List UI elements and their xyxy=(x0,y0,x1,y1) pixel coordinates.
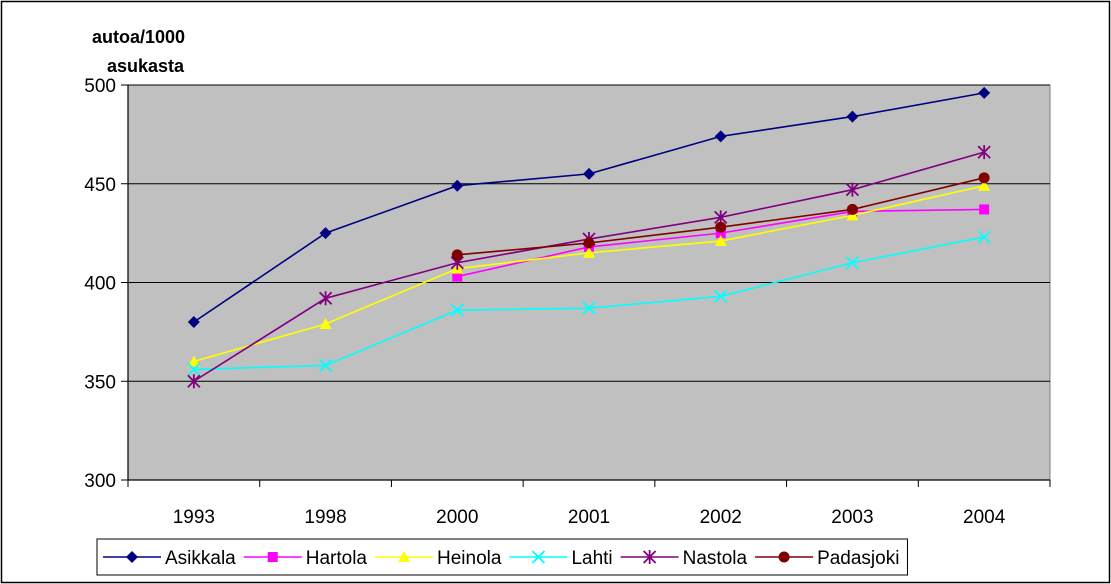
series-heinola xyxy=(187,179,991,367)
data-point xyxy=(318,291,333,306)
legend-item-hartola: Hartola xyxy=(243,548,368,569)
series-padasjoki xyxy=(451,172,990,261)
legend-item-padasjoki: Padasjoki xyxy=(755,548,899,569)
series-lahti xyxy=(187,230,991,377)
x-tick-label: 2001 xyxy=(568,507,610,528)
data-point xyxy=(978,86,991,99)
y-tick-label: 400 xyxy=(84,274,116,295)
data-point xyxy=(451,179,464,192)
data-point xyxy=(845,182,860,197)
data-point xyxy=(714,289,728,303)
x-tick-label: 1998 xyxy=(304,507,346,528)
data-point xyxy=(977,145,991,160)
legend-marker xyxy=(126,551,138,563)
data-point xyxy=(582,301,596,315)
legend-marker xyxy=(778,551,790,563)
data-point xyxy=(187,316,200,328)
legend-label: Lahti xyxy=(571,548,612,569)
data-point xyxy=(187,362,201,377)
y-axis-title-line-2: asukasta xyxy=(107,56,185,76)
data-point xyxy=(978,179,991,191)
data-point xyxy=(451,249,463,261)
y-tick-label: 500 xyxy=(84,76,116,97)
data-point xyxy=(583,167,595,180)
axes: 300 350 400 450 500 1993 1998 2000 2001 2002 2003 2… xyxy=(84,76,1051,528)
data-point xyxy=(714,235,727,247)
data-point xyxy=(845,256,860,270)
x-tick-label: 2002 xyxy=(700,507,742,528)
series-group xyxy=(187,86,991,389)
data-point xyxy=(977,230,991,244)
y-tick-label: 350 xyxy=(84,372,116,393)
legend-marker xyxy=(643,550,657,564)
x-tick-label: 2004 xyxy=(963,507,1006,528)
x-tick-label: 2003 xyxy=(831,507,873,528)
series-asikkala xyxy=(187,86,991,328)
legend-marker xyxy=(267,552,278,562)
legend-label: Hartola xyxy=(306,548,368,569)
y-axis-title-line-1: autoa/1000 xyxy=(92,27,185,47)
y-tick-label: 450 xyxy=(84,175,116,196)
data-point xyxy=(187,355,200,367)
y-tick-label: 300 xyxy=(84,471,116,492)
legend-label: Padasjoki xyxy=(817,548,899,569)
data-point xyxy=(319,317,332,329)
data-point xyxy=(979,204,990,215)
legend-item-lahti: Lahti xyxy=(509,548,613,569)
data-point xyxy=(583,237,595,249)
data-point xyxy=(450,303,464,317)
gridlines xyxy=(128,84,1050,382)
data-point xyxy=(318,358,333,373)
legend-item-asikkala: Asikkala xyxy=(103,548,236,569)
data-point xyxy=(978,172,990,184)
legend: Asikkala Hartola Heinola Lahti Nastola Padasj… xyxy=(96,538,908,576)
legend-marker xyxy=(398,551,410,562)
legend-item-nastola: Nastola xyxy=(620,548,748,569)
data-point xyxy=(715,221,727,233)
data-point xyxy=(715,228,726,239)
data-point xyxy=(187,374,201,389)
data-point xyxy=(452,271,463,282)
legend-label: Heinola xyxy=(437,548,502,569)
legend-marker xyxy=(531,550,546,564)
legend-item-heinola: Heinola xyxy=(375,548,502,569)
data-point xyxy=(846,203,858,215)
data-point xyxy=(714,130,727,143)
legend-label: Asikkala xyxy=(165,548,236,569)
x-tick-label: 1993 xyxy=(173,507,215,528)
x-tick-label: 2000 xyxy=(436,507,478,528)
data-point xyxy=(846,110,859,123)
legend-label: Nastola xyxy=(683,548,748,569)
data-point xyxy=(583,246,595,258)
data-point xyxy=(319,227,332,240)
